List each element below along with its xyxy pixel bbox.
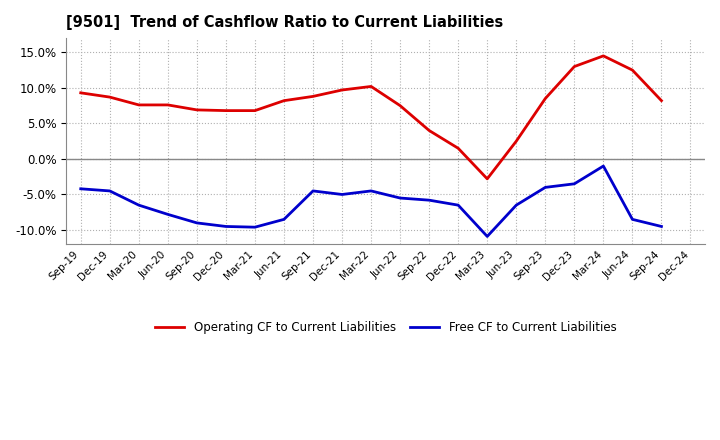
Free CF to Current Liabilities [541,185,549,190]
Free CF to Current Liabilities [279,217,288,222]
Operating CF to Current Liabilities [570,64,579,69]
Operating CF to Current Liabilities [512,139,521,144]
Operating CF to Current Liabilities [454,146,462,151]
Operating CF to Current Liabilities [135,102,143,107]
Operating CF to Current Liabilities [366,84,375,89]
Operating CF to Current Liabilities [541,96,549,101]
Free CF to Current Liabilities [105,188,114,194]
Operating CF to Current Liabilities [599,53,608,59]
Operating CF to Current Liabilities [338,88,346,93]
Free CF to Current Liabilities [163,212,172,217]
Operating CF to Current Liabilities [657,98,666,103]
Free CF to Current Liabilities [396,195,405,201]
Free CF to Current Liabilities [76,186,85,191]
Free CF to Current Liabilities [251,224,259,230]
Free CF to Current Liabilities [483,234,492,239]
Operating CF to Current Liabilities [222,108,230,113]
Operating CF to Current Liabilities [192,107,201,113]
Free CF to Current Liabilities [425,198,433,203]
Line: Free CF to Current Liabilities: Free CF to Current Liabilities [81,166,662,236]
Free CF to Current Liabilities [192,220,201,226]
Free CF to Current Liabilities [628,217,636,222]
Free CF to Current Liabilities [454,202,462,208]
Free CF to Current Liabilities [338,192,346,197]
Operating CF to Current Liabilities [163,102,172,107]
Free CF to Current Liabilities [309,188,318,194]
Legend: Operating CF to Current Liabilities, Free CF to Current Liabilities: Operating CF to Current Liabilities, Fre… [150,316,621,338]
Free CF to Current Liabilities [657,224,666,229]
Operating CF to Current Liabilities [251,108,259,113]
Text: [9501]  Trend of Cashflow Ratio to Current Liabilities: [9501] Trend of Cashflow Ratio to Curren… [66,15,503,30]
Line: Operating CF to Current Liabilities: Operating CF to Current Liabilities [81,56,662,179]
Free CF to Current Liabilities [222,224,230,229]
Free CF to Current Liabilities [599,163,608,169]
Operating CF to Current Liabilities [628,67,636,73]
Operating CF to Current Liabilities [396,103,405,108]
Free CF to Current Liabilities [135,202,143,208]
Operating CF to Current Liabilities [425,128,433,133]
Operating CF to Current Liabilities [309,94,318,99]
Operating CF to Current Liabilities [76,90,85,95]
Free CF to Current Liabilities [570,181,579,187]
Operating CF to Current Liabilities [483,176,492,181]
Free CF to Current Liabilities [366,188,375,194]
Free CF to Current Liabilities [512,202,521,208]
Operating CF to Current Liabilities [279,98,288,103]
Operating CF to Current Liabilities [105,95,114,100]
